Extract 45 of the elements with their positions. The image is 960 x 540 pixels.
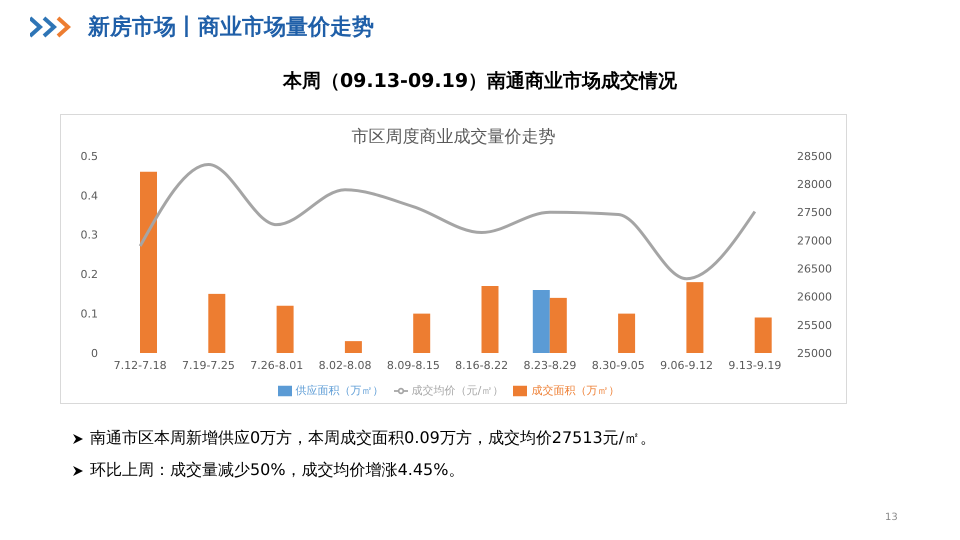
y2-tick-label: 28000	[797, 178, 832, 192]
y-tick-label: 0.1	[80, 308, 98, 321]
bar	[344, 341, 362, 353]
bar	[482, 286, 498, 353]
y-tick-label: 0.5	[80, 150, 98, 163]
y2-tick-label: 25000	[797, 346, 832, 360]
legend-label: 成交面积（万㎡）	[531, 384, 620, 397]
y-tick-label: 0.2	[80, 268, 98, 282]
x-tick-label: 7.26-8.01	[250, 358, 304, 372]
x-tick-label: 7.19-7.25	[182, 358, 235, 372]
text: 13	[885, 512, 898, 523]
x-tick-label: 8.09-8.15	[386, 358, 440, 372]
x-tick-label: 8.02-8.08	[318, 358, 372, 372]
y-tick-label: 0	[91, 346, 98, 360]
bar	[140, 172, 157, 353]
bar	[618, 314, 636, 353]
bar	[276, 306, 294, 353]
bar	[754, 318, 772, 353]
y2-tick-label: 27000	[797, 234, 832, 248]
y-tick-label: 0.4	[80, 189, 98, 202]
legend-label: 供应面积（万㎡）	[296, 384, 384, 397]
y2-tick-label: 28500	[797, 150, 832, 163]
bar	[686, 282, 704, 353]
bar	[550, 298, 567, 353]
bar	[208, 294, 226, 353]
y-tick-label: 0.3	[80, 228, 98, 242]
y2-tick-label: 26500	[797, 262, 832, 276]
x-tick-label: 8.23-8.29	[523, 358, 576, 372]
bar	[413, 314, 430, 353]
y2-tick-label: 26000	[797, 290, 832, 304]
y2-tick-label: 25500	[797, 318, 832, 332]
chart-subtitle: 本周（09.13-09.19）南通商业市场成交情况	[282, 69, 678, 94]
x-tick-label: 8.16-8.22	[455, 358, 508, 372]
x-tick-label: 9.06-9.12	[660, 358, 714, 372]
legend-label: 成交均价（元/㎡）	[412, 384, 504, 397]
chart-title: 市区周度商业成交量价走势	[350, 126, 556, 148]
text: 南通市区本周新增供应0万方，本周成交面积0.09万方，成交均价27513元/㎡。	[90, 428, 656, 449]
x-tick-label: 9.13-9.19	[728, 358, 782, 372]
x-tick-label: 7.12-7.18	[114, 358, 167, 372]
x-tick-label: 8.30-9.05	[592, 358, 645, 372]
bar	[532, 290, 550, 353]
y2-tick-label: 27500	[797, 206, 832, 220]
line-series	[138, 162, 756, 280]
text: 新房市场丨商业市场量价走势	[88, 14, 374, 42]
text: 环比上周：成交量减少50%，成交均价增涨4.45%。	[90, 460, 464, 481]
